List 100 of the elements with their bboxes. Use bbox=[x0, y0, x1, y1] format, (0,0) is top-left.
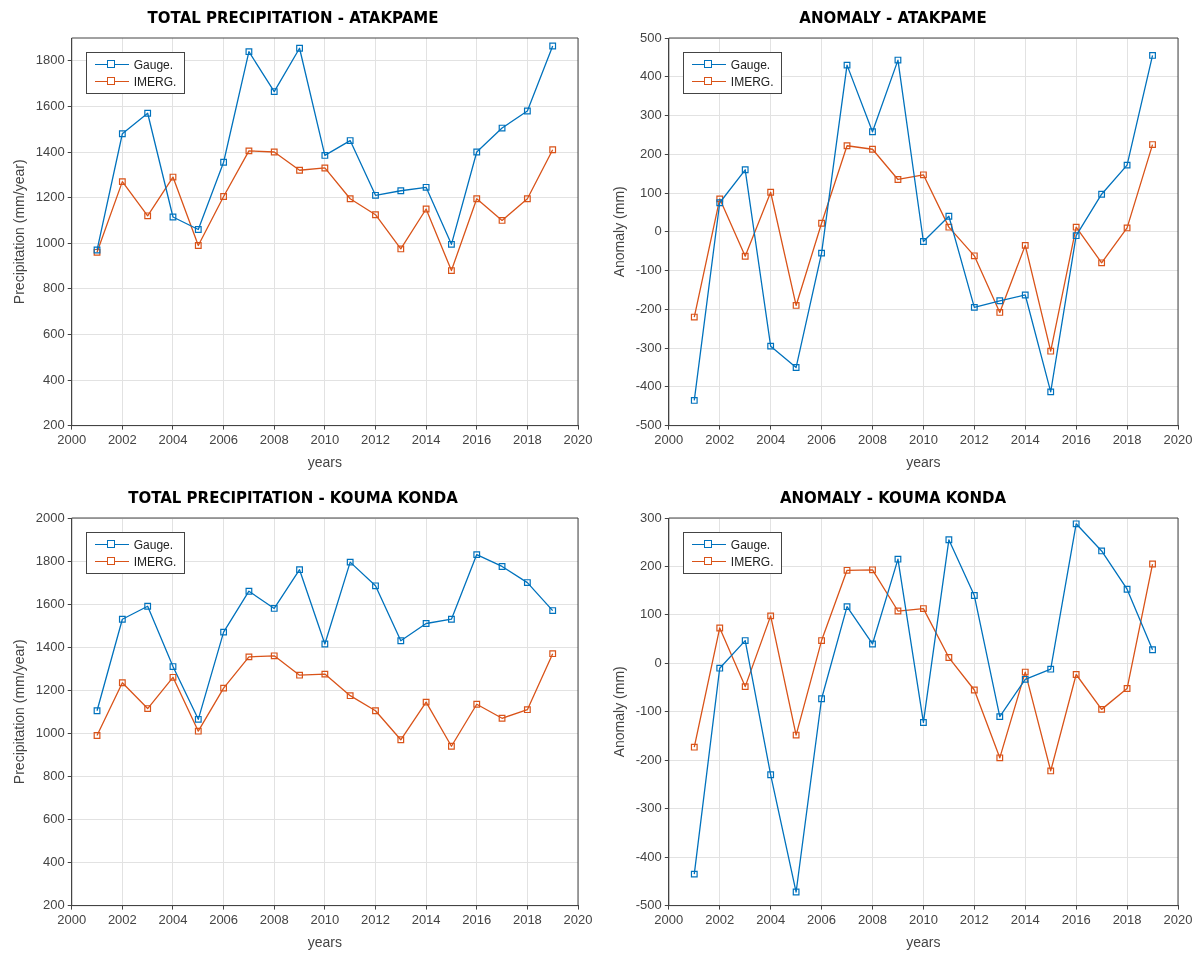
x-tick-label: 2014 bbox=[1010, 431, 1040, 447]
y-tick-label: 0 bbox=[654, 654, 662, 670]
x-tick-label: 2004 bbox=[756, 431, 786, 447]
point bbox=[270, 652, 278, 660]
y-tick-label: -100 bbox=[635, 703, 662, 719]
y-tick-label: 1600 bbox=[35, 595, 65, 611]
y-tick-label: 2000 bbox=[35, 509, 65, 525]
x-tick-label: 2012 bbox=[361, 431, 390, 447]
point bbox=[818, 219, 825, 227]
point bbox=[118, 615, 126, 623]
y-tick-label: 400 bbox=[640, 68, 662, 84]
point bbox=[869, 566, 876, 574]
point bbox=[245, 147, 253, 155]
point bbox=[93, 707, 101, 715]
point bbox=[1123, 685, 1131, 692]
point bbox=[1047, 388, 1055, 396]
x-tick-label: 2018 bbox=[512, 911, 542, 927]
point bbox=[346, 558, 354, 566]
x-tick-label: 2010 bbox=[310, 911, 340, 927]
point bbox=[549, 146, 557, 154]
point bbox=[690, 870, 698, 878]
x-tick-label: 2002 bbox=[705, 431, 735, 447]
point bbox=[169, 173, 177, 181]
point bbox=[1072, 671, 1080, 678]
point bbox=[869, 145, 876, 153]
x-tick-label: 2002 bbox=[705, 911, 735, 927]
point bbox=[296, 566, 303, 574]
legend-label: IMERG. bbox=[730, 554, 774, 569]
point bbox=[93, 732, 101, 739]
x-tick-label: 2016 bbox=[462, 911, 492, 927]
y-tick-label: 600 bbox=[43, 325, 65, 341]
x-tick-label: 2006 bbox=[209, 431, 239, 447]
x-tick-label: 2014 bbox=[411, 911, 441, 927]
point bbox=[690, 743, 698, 751]
y-tick-label: 300 bbox=[640, 509, 662, 525]
point bbox=[996, 297, 1004, 305]
x-tick-label: 2004 bbox=[158, 911, 188, 927]
point bbox=[741, 683, 749, 691]
point bbox=[767, 612, 775, 620]
point bbox=[767, 771, 775, 779]
point bbox=[792, 888, 800, 896]
point bbox=[144, 705, 152, 712]
y-tick-label: -400 bbox=[635, 848, 662, 864]
point bbox=[1123, 224, 1131, 232]
x-tick-label: 2000 bbox=[57, 431, 87, 447]
x-tick-label: 2012 bbox=[361, 911, 390, 927]
point bbox=[473, 551, 481, 559]
point bbox=[422, 620, 430, 627]
point bbox=[169, 213, 177, 221]
y-tick-label: 1600 bbox=[35, 97, 65, 113]
point bbox=[1123, 161, 1131, 169]
x-axis-title: years bbox=[307, 934, 342, 951]
point bbox=[169, 663, 177, 671]
point bbox=[270, 148, 278, 156]
x-tick-label: 2020 bbox=[563, 911, 593, 927]
point bbox=[945, 212, 953, 220]
point bbox=[144, 109, 152, 117]
y-tick-label: -200 bbox=[635, 751, 662, 767]
point bbox=[397, 245, 405, 253]
point bbox=[894, 607, 902, 615]
point bbox=[970, 686, 978, 694]
point bbox=[818, 637, 825, 645]
point bbox=[245, 653, 253, 661]
point bbox=[1149, 52, 1156, 59]
y-tick-label: 1400 bbox=[35, 638, 65, 654]
point bbox=[523, 579, 531, 587]
point bbox=[144, 602, 152, 610]
point bbox=[118, 178, 126, 186]
y-tick-label: 400 bbox=[43, 371, 65, 387]
y-tick-label: 1000 bbox=[35, 234, 65, 250]
point bbox=[372, 211, 379, 219]
y-tick-label: 1000 bbox=[35, 724, 65, 740]
x-tick-label: 2010 bbox=[310, 431, 340, 447]
y-tick-label: -400 bbox=[635, 378, 662, 394]
y-axis-title: Anomaly (mm) bbox=[611, 186, 628, 278]
x-tick-label: 2006 bbox=[807, 431, 837, 447]
point bbox=[716, 195, 724, 203]
y-tick-label: 400 bbox=[43, 854, 65, 870]
point bbox=[498, 216, 506, 224]
y-tick-label: 200 bbox=[640, 145, 662, 161]
point bbox=[321, 151, 329, 159]
point bbox=[296, 166, 303, 174]
point bbox=[1098, 547, 1106, 555]
x-tick-label: 2020 bbox=[1163, 911, 1193, 927]
y-tick-label: 0 bbox=[654, 223, 662, 239]
point bbox=[970, 303, 978, 311]
point bbox=[346, 137, 354, 145]
legend-label: Gauge. bbox=[730, 57, 771, 72]
y-tick-label: 500 bbox=[640, 29, 662, 45]
x-tick-label: 2008 bbox=[858, 911, 887, 927]
point bbox=[767, 342, 775, 350]
y-tick-label: 100 bbox=[640, 606, 662, 622]
point bbox=[194, 226, 202, 233]
point bbox=[1021, 675, 1029, 683]
point bbox=[894, 176, 902, 183]
point bbox=[245, 48, 253, 56]
point bbox=[118, 130, 126, 138]
x-axis-title: years bbox=[906, 454, 941, 471]
point bbox=[220, 193, 228, 200]
point bbox=[321, 164, 329, 172]
